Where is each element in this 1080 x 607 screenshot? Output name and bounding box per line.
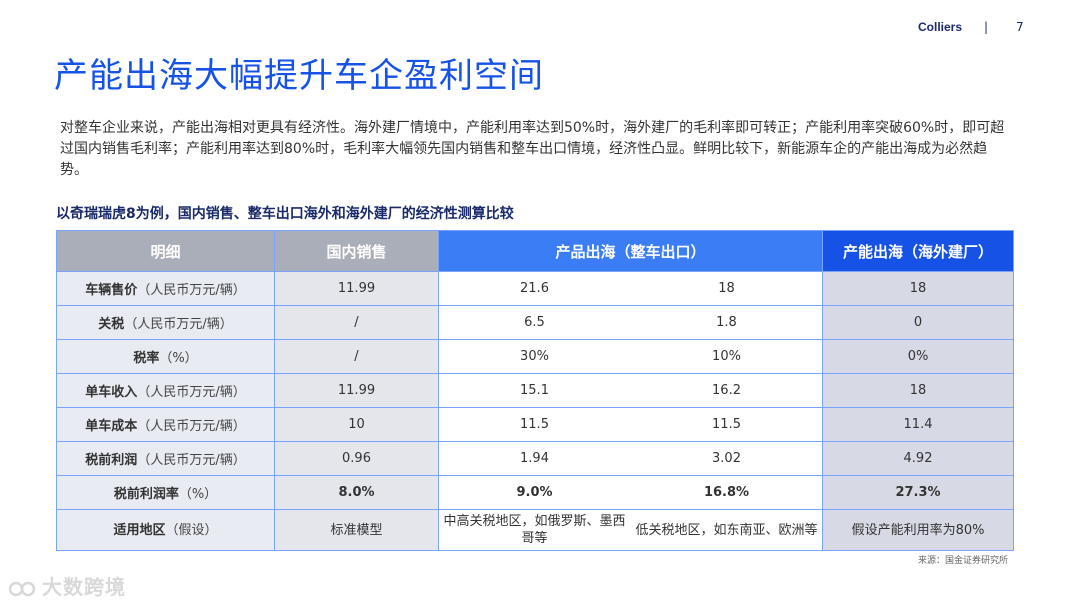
watermark-text: 大数跨境: [42, 575, 126, 599]
cell-export-b: 16.2: [630, 373, 824, 408]
cell-domestic: 10: [274, 407, 439, 442]
table-row: 单车收入（人民币万元/辆） 11.99 15.1 16.2 18: [56, 373, 1015, 408]
page-title: 产能出海大幅提升车企盈利空间: [54, 56, 544, 96]
header-detail: 明细: [56, 230, 275, 272]
cell-export-a: 21.6: [438, 271, 631, 306]
row-label-text: 车辆售价: [85, 283, 138, 298]
table-header-row: 明细 国内销售 产品出海（整车出口） 产能出海（海外建厂）: [56, 230, 1015, 272]
brand-logo: Colliers: [918, 20, 963, 34]
cell-overseas: 假设产能利用率为80%: [822, 509, 1015, 551]
row-label: 税前利润（人民币万元/辆）: [56, 441, 275, 476]
cell-export-a: 1.94: [438, 441, 631, 476]
cell-domestic: 11.99: [274, 373, 439, 408]
cell-domestic: 11.99: [274, 271, 439, 306]
table-row: 车辆售价（人民币万元/辆） 11.99 21.6 18 18: [56, 271, 1015, 306]
row-label: 关税（人民币万元/辆）: [56, 305, 275, 340]
cell-export-b: 16.8%: [630, 475, 824, 510]
row-label-unit: （人民币万元/辆）: [137, 453, 246, 468]
cell-export-b: 3.02: [630, 441, 824, 476]
cell-export-a: 30%: [438, 339, 631, 374]
cell-export-b: 18: [630, 271, 824, 306]
table-row: 单车成本（人民币万元/辆） 10 11.5 11.5 11.4: [56, 407, 1015, 442]
cell-overseas: 0: [822, 305, 1015, 340]
cell-domestic: 标准模型: [274, 509, 439, 551]
row-label: 单车成本（人民币万元/辆）: [56, 407, 275, 442]
table-row: 税率（%） / 30% 10% 0%: [56, 339, 1015, 374]
cell-export-a: 9.0%: [438, 475, 631, 510]
cell-export-a: 15.1: [438, 373, 631, 408]
comparison-table: 明细 国内销售 产品出海（整车出口） 产能出海（海外建厂） 车辆售价（人民币万元…: [56, 230, 1015, 551]
row-label-unit: （人民币万元/辆）: [137, 419, 246, 434]
cell-overseas: 18: [822, 271, 1015, 306]
header-overseas: 产能出海（海外建厂）: [822, 230, 1015, 272]
table-row: 适用地区（假设） 标准模型 中高关税地区，如俄罗斯、墨西哥等 低关税地区，如东南…: [56, 509, 1015, 551]
cell-export-a: 11.5: [438, 407, 631, 442]
row-label-text: 适用地区: [113, 522, 166, 538]
cell-export-a: 中高关税地区，如俄罗斯、墨西哥等: [438, 509, 631, 551]
row-label-unit: （人民币万元/辆）: [137, 385, 246, 400]
source-note: 来源：国金证券研究所: [918, 556, 1009, 566]
cell-export-b: 低关税地区，如东南亚、欧洲等: [630, 509, 824, 551]
cell-overseas: 0%: [822, 339, 1015, 374]
intro-paragraph: 对整车企业来说，产能出海相对更具有经济性。海外建厂情境中，产能利用率达到50%时…: [60, 120, 1005, 178]
cell-export-b: 1.8: [630, 305, 824, 340]
row-label-text: 税前利润: [85, 453, 138, 468]
row-label: 税率（%）: [56, 339, 275, 374]
row-label-unit: （%）: [159, 351, 198, 366]
cell-export-b: 10%: [630, 339, 824, 374]
header-separator: |: [984, 20, 989, 34]
table-row: 税前利润率（%） 8.0% 9.0% 16.8% 27.3%: [56, 475, 1015, 510]
row-label: 税前利润率（%）: [56, 475, 275, 510]
cell-export-b: 11.5: [630, 407, 824, 442]
row-label-unit: （人民币万元/辆）: [137, 283, 246, 298]
cell-domestic: /: [274, 305, 439, 340]
row-label-text: 关税: [98, 317, 125, 332]
cell-domestic: 8.0%: [274, 475, 439, 510]
row-label-unit: （人民币万元/辆）: [124, 317, 233, 332]
cell-domestic: 0.96: [274, 441, 439, 476]
row-label-unit: （假设）: [165, 522, 218, 538]
header-domestic: 国内销售: [274, 230, 439, 272]
row-label-text: 税率: [133, 351, 160, 366]
cell-overseas: 11.4: [822, 407, 1015, 442]
watermark-logo-icon: [8, 578, 38, 600]
table-title: 以奇瑞瑞虎8为例，国内销售、整车出口海外和海外建厂的经济性测算比较: [56, 206, 514, 222]
cell-overseas: 4.92: [822, 441, 1015, 476]
table-row: 税前利润（人民币万元/辆） 0.96 1.94 3.02 4.92: [56, 441, 1015, 476]
row-label: 车辆售价（人民币万元/辆）: [56, 271, 275, 306]
cell-export-a: 6.5: [438, 305, 631, 340]
row-label-text: 单车收入: [85, 385, 138, 400]
row-label-text: 单车成本: [85, 419, 138, 434]
row-label: 单车收入（人民币万元/辆）: [56, 373, 275, 408]
cell-overseas: 18: [822, 373, 1015, 408]
header-export: 产品出海（整车出口）: [437, 230, 824, 272]
page-number: 7: [1016, 20, 1024, 34]
table-row: 关税（人民币万元/辆） / 6.5 1.8 0: [56, 305, 1015, 340]
watermark: 大数跨境: [8, 571, 126, 600]
cell-overseas: 27.3%: [822, 475, 1015, 510]
cell-domestic: /: [274, 339, 439, 374]
row-label: 适用地区（假设）: [56, 509, 275, 551]
row-label-unit: （%）: [178, 487, 218, 502]
row-label-text: 税前利润率: [113, 487, 179, 502]
